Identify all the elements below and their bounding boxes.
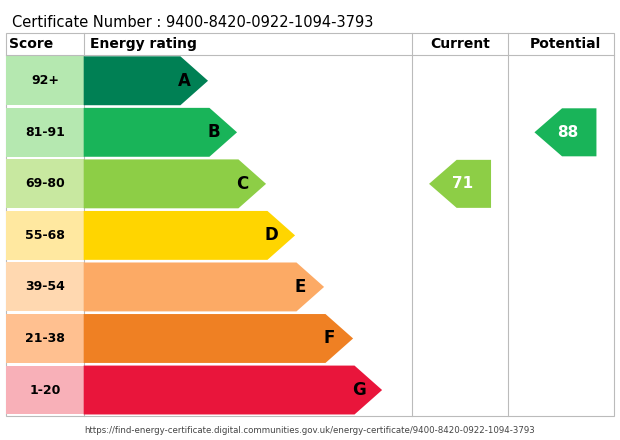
- Text: 21-38: 21-38: [25, 332, 65, 345]
- Text: 39-54: 39-54: [25, 280, 65, 293]
- Text: D: D: [265, 227, 278, 244]
- Polygon shape: [84, 108, 237, 157]
- Text: Certificate Number : 9400-8420-0922-1094-3793: Certificate Number : 9400-8420-0922-1094…: [12, 15, 374, 30]
- Bar: [6, 314, 84, 363]
- Text: Potential: Potential: [530, 37, 601, 51]
- Bar: [6, 33, 614, 416]
- Text: G: G: [352, 381, 366, 399]
- Polygon shape: [429, 160, 491, 208]
- Text: A: A: [178, 72, 191, 90]
- Bar: [6, 56, 84, 105]
- Polygon shape: [84, 159, 266, 208]
- Text: 88: 88: [557, 125, 579, 140]
- Polygon shape: [84, 314, 353, 363]
- Bar: [6, 211, 84, 260]
- Polygon shape: [534, 108, 596, 156]
- Text: 1-20: 1-20: [29, 384, 61, 396]
- Polygon shape: [84, 56, 208, 105]
- Bar: [6, 366, 84, 414]
- Polygon shape: [84, 211, 295, 260]
- Polygon shape: [84, 366, 382, 414]
- Text: C: C: [236, 175, 249, 193]
- Bar: [6, 159, 84, 208]
- Text: 81-91: 81-91: [25, 126, 65, 139]
- Text: F: F: [324, 330, 335, 348]
- Bar: [6, 263, 84, 312]
- Text: Current: Current: [430, 37, 490, 51]
- Polygon shape: [84, 263, 324, 312]
- Text: 71: 71: [452, 176, 473, 191]
- Text: Score: Score: [9, 37, 53, 51]
- Text: Energy rating: Energy rating: [90, 37, 197, 51]
- Text: 69-80: 69-80: [25, 177, 65, 191]
- Text: 55-68: 55-68: [25, 229, 65, 242]
- Bar: [6, 108, 84, 157]
- Text: B: B: [207, 123, 220, 141]
- Text: 92+: 92+: [31, 74, 59, 87]
- Text: E: E: [295, 278, 306, 296]
- Text: https://find-energy-certificate.digital.communities.gov.uk/energy-certificate/94: https://find-energy-certificate.digital.…: [84, 426, 536, 435]
